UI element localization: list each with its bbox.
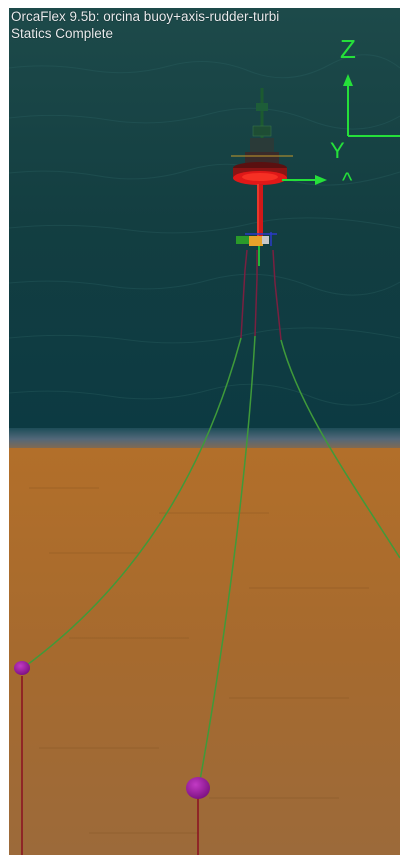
mooring-lines: [22, 335, 400, 787]
water-texture: [9, 54, 400, 406]
buoy-body: [233, 162, 287, 185]
axis-x-label: ^: [342, 168, 353, 193]
seabed-texture: [29, 487, 369, 834]
axis-y-label: Y: [330, 138, 345, 163]
axis-z-label: Z: [340, 34, 356, 64]
viewport-title: OrcaFlex 9.5b: orcina buoy+axis-rudder-t…: [11, 9, 280, 24]
buoy-mast: [231, 88, 293, 166]
horizon-band: [9, 428, 400, 450]
mooring-line-centre: [198, 335, 256, 787]
anchor-left: [14, 661, 30, 675]
turbine-assembly: [236, 232, 277, 266]
status-text: Statics Complete: [11, 26, 114, 41]
buoy-stem: [257, 184, 263, 240]
sea-background: [9, 8, 400, 433]
anchor-centre: [186, 777, 210, 799]
mooring-upper-segments: [240, 249, 282, 341]
mooring-line-right: [280, 339, 400, 559]
3d-viewport[interactable]: OrcaFlex 9.5b: orcina buoy+axis-rudder-t…: [9, 8, 400, 855]
mooring-line-left: [22, 337, 242, 669]
axis-triad: [282, 74, 400, 185]
scene-3d: [9, 8, 400, 855]
